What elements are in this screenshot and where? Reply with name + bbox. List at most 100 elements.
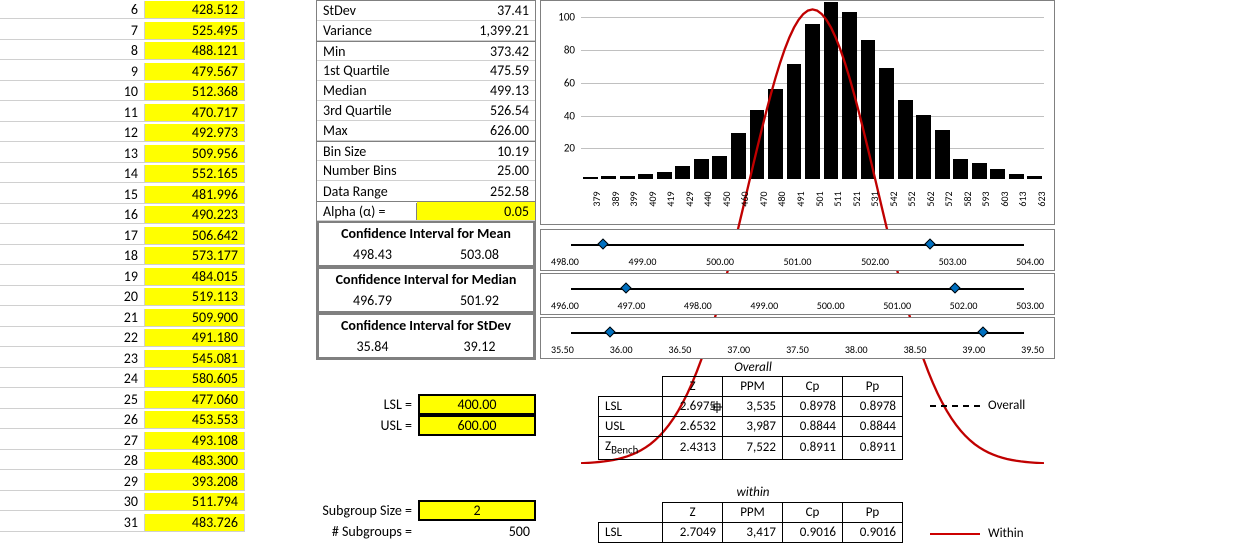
data-row[interactable]: 28483.300 xyxy=(0,451,245,472)
data-row-value[interactable]: 511.794 xyxy=(145,493,245,511)
data-row-value[interactable]: 512.368 xyxy=(145,83,245,101)
table-cell: 0.8844 xyxy=(843,417,903,437)
table-cell: 0.9016 xyxy=(783,523,843,543)
data-row[interactable]: 13509.956 xyxy=(0,144,245,165)
data-row-value[interactable]: 483.726 xyxy=(145,514,245,532)
data-row-value[interactable]: 580.605 xyxy=(145,370,245,388)
xtick: 379 xyxy=(590,191,603,206)
data-row[interactable]: 12492.973 xyxy=(0,123,245,144)
lsl-input[interactable]: 400.00 xyxy=(418,394,536,415)
data-row[interactable]: 20519.113 xyxy=(0,287,245,308)
data-row[interactable]: 29393.208 xyxy=(0,472,245,493)
data-row[interactable]: 23545.081 xyxy=(0,349,245,370)
data-row-value[interactable]: 470.717 xyxy=(145,104,245,122)
stat-label: 1st Quartile xyxy=(317,62,445,79)
stat-value: 1,399.21 xyxy=(445,22,535,39)
table-header: Z xyxy=(663,503,723,523)
data-row-value[interactable]: 428.512 xyxy=(145,1,245,19)
data-row[interactable]: 24580.605 xyxy=(0,369,245,390)
range-label: 497.00 xyxy=(617,299,645,312)
data-row-value[interactable]: 491.180 xyxy=(145,329,245,347)
xtick: 603 xyxy=(998,191,1011,206)
data-row-value[interactable]: 492.973 xyxy=(145,124,245,142)
data-row[interactable]: 18573.177 xyxy=(0,246,245,267)
data-row[interactable]: 27493.108 xyxy=(0,431,245,452)
data-row-value[interactable]: 509.956 xyxy=(145,145,245,163)
xtick: 429 xyxy=(683,191,696,206)
range-label: 35.50 xyxy=(551,343,574,356)
alpha-input[interactable]: 0.05 xyxy=(417,202,535,220)
data-row-value[interactable]: 519.113 xyxy=(145,288,245,306)
data-row[interactable]: 17506.642 xyxy=(0,226,245,247)
data-row-index: 16 xyxy=(0,206,145,224)
data-row[interactable]: 15481.996 xyxy=(0,185,245,206)
data-row-value[interactable]: 573.177 xyxy=(145,247,245,265)
xtick: 521 xyxy=(850,191,863,206)
xtick: 593 xyxy=(979,191,992,206)
range-mean: 498.00499.00500.00501.00502.00503.00504.… xyxy=(540,229,1055,271)
data-row-index: 31 xyxy=(0,514,145,532)
data-row[interactable]: 6428.512 xyxy=(0,0,245,21)
data-row[interactable]: 7525.495 xyxy=(0,21,245,42)
subgroup-size-label: Subgroup Size = xyxy=(280,502,418,519)
stat-label: Max xyxy=(317,122,445,139)
data-row-value[interactable]: 484.015 xyxy=(145,268,245,286)
table-cell: 2.7049 xyxy=(663,523,723,543)
data-row-value[interactable]: 481.996 xyxy=(145,186,245,204)
ci-mean-box: Confidence Interval for Mean 498.43 503.… xyxy=(317,221,535,267)
table-row: ZBench2.43137,5220.89110.8911 xyxy=(599,437,903,460)
data-row[interactable]: 9479.567 xyxy=(0,62,245,83)
data-row-value[interactable]: 453.553 xyxy=(145,411,245,429)
data-row-value[interactable]: 509.900 xyxy=(145,309,245,327)
data-row-value[interactable]: 488.121 xyxy=(145,42,245,60)
data-row[interactable]: 31483.726 xyxy=(0,513,245,534)
data-row-value[interactable]: 483.300 xyxy=(145,452,245,470)
data-row-value[interactable]: 393.208 xyxy=(145,473,245,491)
subgroup-size-input[interactable]: 2 xyxy=(418,500,536,521)
xtick: 613 xyxy=(1016,191,1029,206)
data-row[interactable]: 26453.553 xyxy=(0,410,245,431)
lsl-label: LSL = xyxy=(316,396,418,413)
usl-input[interactable]: 600.00 xyxy=(418,415,536,436)
data-row-index: 30 xyxy=(0,493,145,511)
data-row[interactable]: 8488.121 xyxy=(0,41,245,62)
ytick: 80 xyxy=(564,44,575,57)
data-row-index: 19 xyxy=(0,268,145,286)
data-row[interactable]: 25477.060 xyxy=(0,390,245,411)
data-row-value[interactable]: 477.060 xyxy=(145,391,245,409)
data-row-value[interactable]: 479.567 xyxy=(145,63,245,81)
data-row[interactable]: 10512.368 xyxy=(0,82,245,103)
table-header: Pp xyxy=(843,503,903,523)
usl-row: USL = 600.00 xyxy=(316,415,536,436)
data-row-value[interactable]: 493.108 xyxy=(145,432,245,450)
data-row[interactable]: 14552.165 xyxy=(0,164,245,185)
data-row-index: 27 xyxy=(0,432,145,450)
range-label: 38.00 xyxy=(845,343,868,356)
range-label: 496.00 xyxy=(551,299,579,312)
data-row[interactable]: 19484.015 xyxy=(0,267,245,288)
ytick: 100 xyxy=(558,11,575,24)
ci-stdev-box: Confidence Interval for StDev 35.84 39.1… xyxy=(317,313,535,359)
stat-value: 475.59 xyxy=(445,62,535,79)
num-subgroups-label: # Subgroups = xyxy=(280,523,418,540)
range-label: 500.00 xyxy=(817,299,845,312)
stat-label: Number Bins xyxy=(317,162,445,179)
range-label: 502.00 xyxy=(950,299,978,312)
data-row[interactable]: 22491.180 xyxy=(0,328,245,349)
data-row-value[interactable]: 490.223 xyxy=(145,206,245,224)
range-labels: 496.00497.00498.00499.00500.00501.00502.… xyxy=(551,299,1044,312)
xtick: 501 xyxy=(813,191,826,206)
range-label: 499.00 xyxy=(629,255,657,268)
data-row[interactable]: 30511.794 xyxy=(0,492,245,513)
data-row-value[interactable]: 525.495 xyxy=(145,22,245,40)
data-row[interactable]: 21509.900 xyxy=(0,308,245,329)
range-label: 39.50 xyxy=(1021,343,1044,356)
stat-value: 499.13 xyxy=(445,82,535,99)
data-row-value[interactable]: 545.081 xyxy=(145,350,245,368)
data-row-value[interactable]: 506.642 xyxy=(145,227,245,245)
data-row[interactable]: 16490.223 xyxy=(0,205,245,226)
data-row-value[interactable]: 552.165 xyxy=(145,165,245,183)
range-label: 36.50 xyxy=(669,343,692,356)
legend-within: Within xyxy=(930,526,1024,541)
data-row[interactable]: 11470.717 xyxy=(0,103,245,124)
